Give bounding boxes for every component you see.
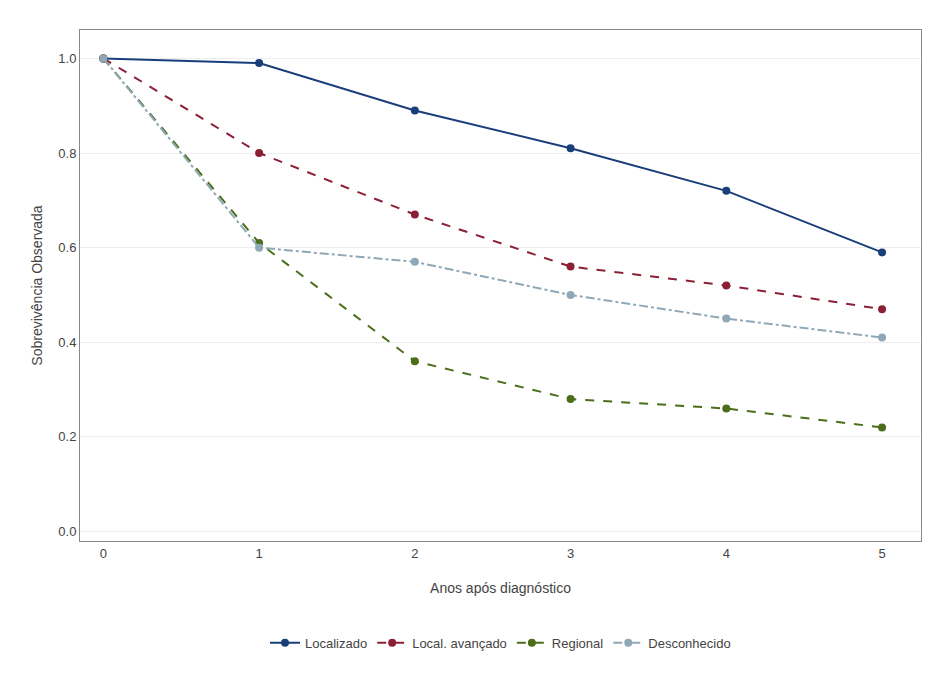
svg-text:5: 5 [878,546,885,561]
svg-text:Sobrevivência Observada: Sobrevivência Observada [29,205,45,366]
svg-text:0.6: 0.6 [58,240,76,255]
svg-text:Anos após diagnóstico: Anos após diagnóstico [430,580,571,596]
svg-text:0.0: 0.0 [58,524,76,539]
svg-text:1: 1 [255,546,262,561]
svg-text:Regional: Regional [552,636,603,651]
svg-text:3: 3 [567,546,574,561]
svg-text:0: 0 [100,546,107,561]
svg-text:0.2: 0.2 [58,429,76,444]
svg-text:0.8: 0.8 [58,146,76,161]
svg-text:Local. avançado: Local. avançado [412,636,507,651]
svg-text:0.4: 0.4 [58,335,76,350]
svg-text:Localizado: Localizado [305,636,367,651]
svg-text:2: 2 [411,546,418,561]
svg-text:Desconhecido: Desconhecido [648,636,730,651]
svg-text:4: 4 [723,546,730,561]
svg-text:1.0: 1.0 [58,51,76,66]
